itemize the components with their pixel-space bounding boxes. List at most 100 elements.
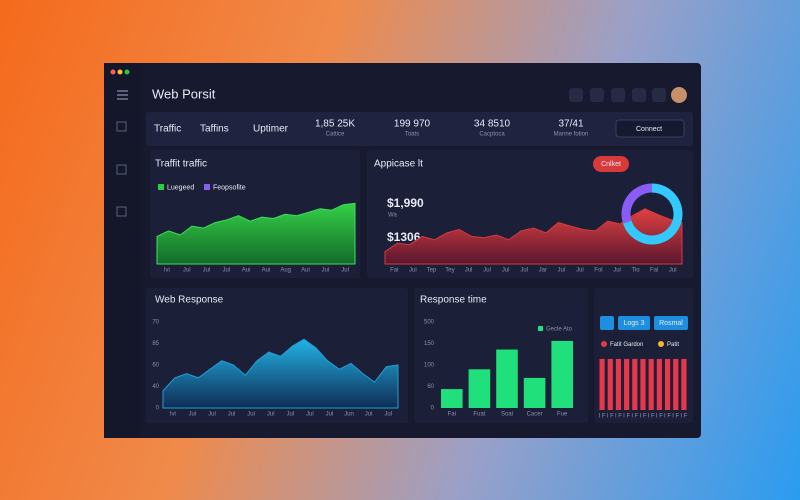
x-tick-label: Fai (390, 268, 398, 274)
icon-button[interactable] (632, 88, 646, 102)
x-tick-label: Jul (306, 412, 314, 418)
bar (673, 358, 679, 410)
bar (624, 358, 630, 410)
bar (496, 349, 518, 408)
stat-value: 199 970 (394, 119, 431, 130)
x-tick-label: Jul (321, 268, 329, 274)
stat-value: 37/41 (558, 119, 583, 130)
x-tick-label: Jul (520, 268, 528, 274)
close-dot[interactable] (110, 69, 116, 75)
bar (632, 358, 638, 410)
x-tick-label: I F (672, 414, 679, 420)
x-tick-label: Fol (594, 268, 602, 274)
legend-swatch (538, 326, 543, 331)
bar (615, 358, 622, 410)
x-tick-label: Aui (301, 268, 310, 274)
x-tick-label: Jul (669, 268, 677, 274)
y-tick-label: 85 (152, 341, 159, 347)
x-tick-label: I F (615, 414, 622, 420)
y-tick-label: 70 (152, 320, 159, 326)
x-tick-label: Jul (483, 268, 491, 274)
stats-bar (146, 112, 693, 146)
bar (664, 358, 671, 410)
avatar[interactable] (671, 87, 687, 103)
button-text: Rosmal (659, 320, 683, 327)
legend-swatch (658, 341, 664, 347)
x-tick-label: I F (640, 414, 647, 420)
x-tick-label: Jul (228, 412, 236, 418)
y-tick-label: 500 (424, 320, 435, 326)
x-tick-label: Jul (613, 268, 621, 274)
y-tick-label: 0 (156, 406, 160, 412)
x-tick-label: Jul (183, 268, 191, 274)
area (162, 338, 399, 409)
y-tick-label: 40 (152, 384, 159, 390)
value-label: $1,990 (387, 196, 424, 210)
bar (441, 389, 463, 408)
bar (640, 358, 646, 410)
bar (551, 340, 573, 408)
icon-button[interactable] (611, 88, 625, 102)
button[interactable] (618, 316, 650, 330)
x-tick-label: Jul (247, 412, 255, 418)
legend-label: Luegeed (167, 184, 194, 191)
legend-swatch (204, 184, 210, 190)
side-icon[interactable] (116, 121, 127, 132)
x-tick-label: Jul (409, 268, 417, 274)
x-tick-label: Aui (242, 268, 251, 274)
y-tick-label: 60 (427, 384, 434, 390)
x-tick-label: Jar (539, 268, 547, 274)
legend-label: Patit (667, 342, 679, 348)
panel-title: Web Response (155, 295, 224, 306)
x-tick-label: Cacer (527, 412, 543, 418)
tab[interactable]: Traffic (154, 124, 181, 135)
bar (607, 358, 613, 410)
side-icon[interactable] (116, 206, 127, 217)
max-dot[interactable] (124, 69, 130, 75)
x-tick-label: I F (648, 414, 655, 420)
panel-title: Response time (420, 295, 487, 306)
button[interactable] (593, 156, 629, 172)
tab[interactable]: Uptimer (253, 124, 289, 135)
x-tick-label: Jul (222, 268, 230, 274)
x-tick-label: Jul (384, 412, 392, 418)
side-icon[interactable] (116, 164, 127, 175)
y-tick-label: 0 (431, 406, 435, 412)
x-tick-label: Jun (344, 412, 354, 418)
y-tick-label: 60 (152, 363, 159, 369)
button-text: Logs 3 (623, 320, 644, 327)
x-tick-label: I F (680, 414, 687, 420)
x-tick-label: Fai (448, 412, 456, 418)
x-tick-label: Jul (365, 412, 373, 418)
x-tick-label: Tep (427, 268, 437, 274)
icon-button[interactable] (652, 88, 666, 102)
x-tick-label: Fue (557, 412, 568, 418)
x-tick-label: Jul (502, 268, 510, 274)
x-tick-label: Fal (650, 268, 658, 274)
tab[interactable]: Taffins (200, 124, 229, 135)
button[interactable] (654, 316, 688, 330)
icon-button[interactable] (569, 88, 583, 102)
min-dot[interactable] (117, 69, 123, 75)
search-text: Connect (636, 126, 662, 133)
area (156, 202, 356, 265)
menu-icon[interactable] (117, 90, 128, 100)
stat-label: Cattice (326, 132, 345, 138)
app-title: Web Porsit (152, 86, 216, 101)
donut-segment (621, 183, 653, 224)
x-tick-label: I F (623, 414, 630, 420)
x-tick-label: Tey (445, 268, 454, 274)
value-label: Wa (388, 213, 397, 219)
icon-button[interactable] (590, 88, 604, 102)
search-box[interactable] (615, 119, 685, 138)
x-tick-label: Ivi (170, 412, 176, 418)
y-tick-label: 100 (424, 363, 435, 369)
x-tick-label: Jul (465, 268, 473, 274)
button-text: Cnlket (601, 161, 621, 168)
x-tick-label: Jul (189, 412, 197, 418)
button[interactable] (600, 316, 614, 330)
header-icons (569, 87, 687, 103)
bar (468, 369, 491, 408)
x-tick-label: Jul (558, 268, 566, 274)
